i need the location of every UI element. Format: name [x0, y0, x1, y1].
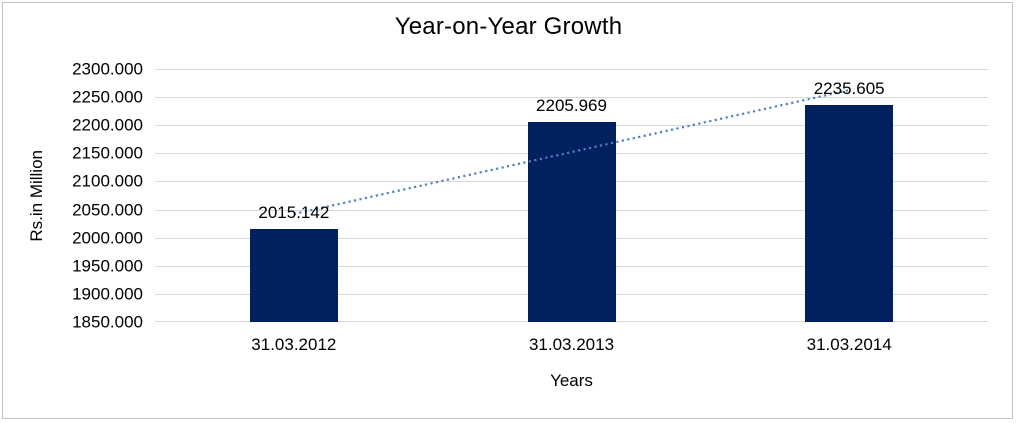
gridline [155, 97, 988, 99]
y-tick-label: 2200.000 [72, 115, 143, 135]
bar [805, 105, 894, 322]
x-tick-label: 31.03.2014 [806, 335, 892, 354]
y-tick-label: 2150.000 [72, 143, 143, 163]
gridline [155, 69, 988, 70]
bar-data-label: 2015.142 [258, 203, 330, 223]
chart-title: Year-on-Year Growth [394, 13, 623, 40]
bar [527, 121, 616, 322]
y-tick-label: 2250.000 [72, 87, 143, 107]
y-tick-label: 2000.000 [72, 228, 143, 248]
y-tick-label: 1900.000 [72, 284, 143, 304]
y-tick-label: 2100.000 [72, 171, 143, 191]
bar-data-label: 2205.969 [536, 95, 607, 115]
x-axis-ticks: 31.03.2012 31.03.2013 31.03.2014 [155, 336, 988, 358]
bar [249, 229, 338, 322]
y-axis-ticks: 1850.000 1900.000 1950.000 2000.000 2050.000… [55, 61, 143, 331]
x-axis-title: Years [550, 371, 593, 390]
x-tick-label: 31.03.2013 [528, 335, 615, 354]
y-tick-label: 2050.000 [72, 200, 143, 220]
x-tick-label: 31.03.2012 [251, 335, 337, 354]
y-tick-label: 1850.000 [72, 312, 143, 332]
y-tick-label: 1950.000 [72, 256, 143, 276]
y-axis-title: Rs.in Million [27, 149, 46, 242]
y-tick-label: 2300.000 [72, 59, 143, 79]
bar-data-label: 2235.605 [813, 79, 885, 99]
plot-area: 2015.142 2205.969 2235.605 [155, 69, 988, 322]
